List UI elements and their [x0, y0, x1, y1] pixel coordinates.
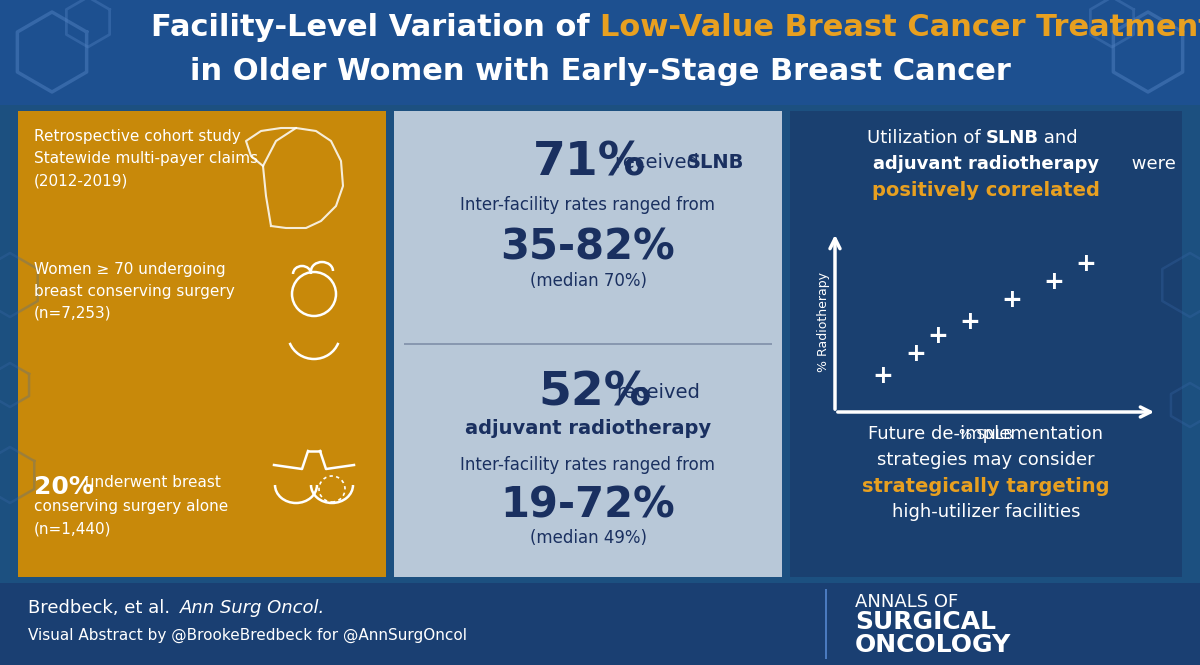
Text: (median 49%): (median 49%) [529, 529, 647, 547]
Text: +: + [1002, 289, 1022, 313]
Text: high-utilizer facilities: high-utilizer facilities [892, 503, 1080, 521]
Text: +: + [872, 364, 894, 388]
Text: adjuvant radiotherapy: adjuvant radiotherapy [872, 155, 1099, 173]
Text: +: + [928, 325, 948, 348]
Text: +: + [960, 310, 980, 334]
Text: +: + [905, 342, 926, 366]
Text: Ann Surg Oncol.: Ann Surg Oncol. [180, 599, 325, 617]
Bar [826, 589, 827, 659]
Bar [18, 111, 386, 577]
Text: SURGICAL: SURGICAL [854, 610, 996, 634]
Text: Utilization of: Utilization of [866, 129, 986, 147]
Bar [0, 0, 1200, 105]
Text: Statewide multi-payer claims: Statewide multi-payer claims [34, 151, 258, 166]
Text: +: + [1075, 253, 1097, 277]
Text: Visual Abstract by @BrookeBredbeck for @AnnSurgOncol: Visual Abstract by @BrookeBredbeck for @… [28, 627, 467, 642]
Text: 52%: 52% [538, 370, 652, 416]
Text: ONCOLOGY: ONCOLOGY [854, 633, 1012, 657]
Text: Inter-facility rates ranged from: Inter-facility rates ranged from [461, 456, 715, 474]
Text: ANNALS OF: ANNALS OF [854, 593, 959, 611]
Text: Future de-implementation: Future de-implementation [869, 425, 1104, 443]
Text: strategically targeting: strategically targeting [863, 477, 1110, 496]
Text: underwent breast: underwent breast [80, 475, 221, 490]
Bar [404, 343, 772, 345]
Text: Women ≥ 70 undergoing: Women ≥ 70 undergoing [34, 262, 226, 277]
Text: breast conserving surgery: breast conserving surgery [34, 284, 235, 299]
Text: 19-72%: 19-72% [500, 484, 676, 526]
Text: (2012-2019): (2012-2019) [34, 173, 128, 188]
Text: adjuvant radiotherapy: adjuvant radiotherapy [464, 418, 712, 438]
Text: were: were [1126, 155, 1176, 173]
Text: in Older Women with Early-Stage Breast Cancer: in Older Women with Early-Stage Breast C… [190, 57, 1010, 86]
Text: (median 70%): (median 70%) [529, 272, 647, 290]
Text: SLNB: SLNB [686, 154, 744, 172]
Text: positively correlated: positively correlated [872, 181, 1100, 200]
Text: Facility-Level Variation of: Facility-Level Variation of [151, 13, 600, 43]
Text: received: received [616, 384, 700, 402]
Text: conserving surgery alone: conserving surgery alone [34, 499, 228, 514]
Text: Retrospective cohort study: Retrospective cohort study [34, 129, 241, 144]
Text: +: + [1044, 271, 1064, 295]
Text: 71%: 71% [533, 140, 646, 186]
Text: (n=1,440): (n=1,440) [34, 521, 112, 536]
Text: Inter-facility rates ranged from: Inter-facility rates ranged from [461, 196, 715, 214]
Bar [394, 111, 782, 577]
Text: % SNLB: % SNLB [959, 428, 1013, 442]
Text: Bredbeck, et al.: Bredbeck, et al. [28, 599, 176, 617]
Text: SLNB: SLNB [986, 129, 1039, 147]
Text: and: and [1038, 129, 1078, 147]
Text: (n=7,253): (n=7,253) [34, 306, 112, 321]
Bar [790, 111, 1182, 577]
Text: 35-82%: 35-82% [500, 227, 676, 269]
Bar [0, 583, 1200, 665]
Text: % Radiotherapy: % Radiotherapy [816, 272, 829, 372]
Text: received: received [616, 154, 706, 172]
Text: Low-Value Breast Cancer Treatments: Low-Value Breast Cancer Treatments [600, 13, 1200, 43]
Text: 20%: 20% [34, 475, 94, 499]
Text: strategies may consider: strategies may consider [877, 451, 1094, 469]
